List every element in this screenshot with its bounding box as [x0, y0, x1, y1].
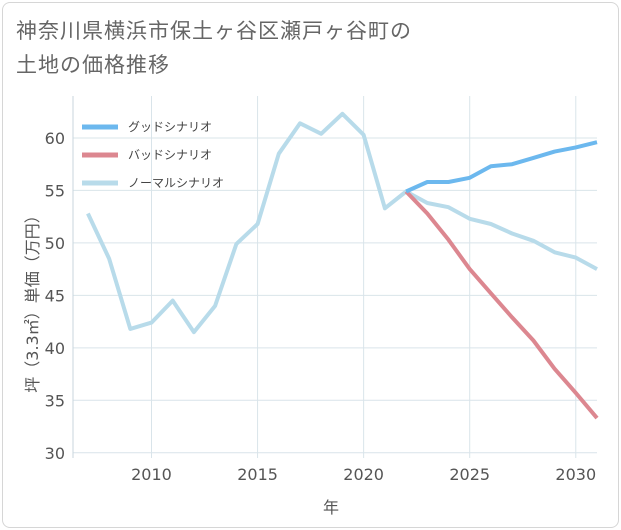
y-tick-label: 60 — [45, 129, 65, 148]
legend-label: グッドシナリオ — [128, 120, 212, 134]
series-line-1 — [405, 140, 598, 194]
x-axis-title: 年 — [323, 498, 339, 517]
x-tick-label: 2010 — [131, 465, 172, 484]
y-tick-label: 50 — [45, 234, 65, 253]
x-tick-label: 2025 — [449, 465, 490, 484]
series-lines — [86, 111, 599, 420]
y-tick-label: 35 — [45, 391, 65, 410]
legend-label: ノーマルシナリオ — [128, 176, 224, 190]
y-tick-label: 55 — [45, 181, 65, 200]
chart-title: 神奈川県横浜市保土ヶ谷区瀬戸ヶ谷町の 土地の価格推移 — [16, 14, 496, 82]
title-line-1: 神奈川県横浜市保土ヶ谷区瀬戸ヶ谷町の — [16, 19, 412, 43]
grid-lines — [73, 96, 597, 458]
series-line-2 — [404, 190, 599, 420]
y-tick-label: 45 — [45, 286, 65, 305]
x-tick-label: 2030 — [555, 465, 596, 484]
legend-label: バッドシナリオ — [128, 148, 212, 162]
y-tick-label: 40 — [45, 339, 65, 358]
title-line-2: 土地の価格推移 — [16, 53, 170, 77]
series-line-3 — [86, 111, 598, 335]
axes: 30 35 40 45 50 55 60 2010 2015 2020 2025 2030 — [45, 96, 596, 484]
x-tick-label: 2015 — [237, 465, 278, 484]
y-tick-label: 30 — [45, 444, 65, 463]
x-tick-label: 2020 — [343, 465, 384, 484]
y-axis-title: 坪（3.3㎡）単価（万円） — [23, 207, 42, 392]
